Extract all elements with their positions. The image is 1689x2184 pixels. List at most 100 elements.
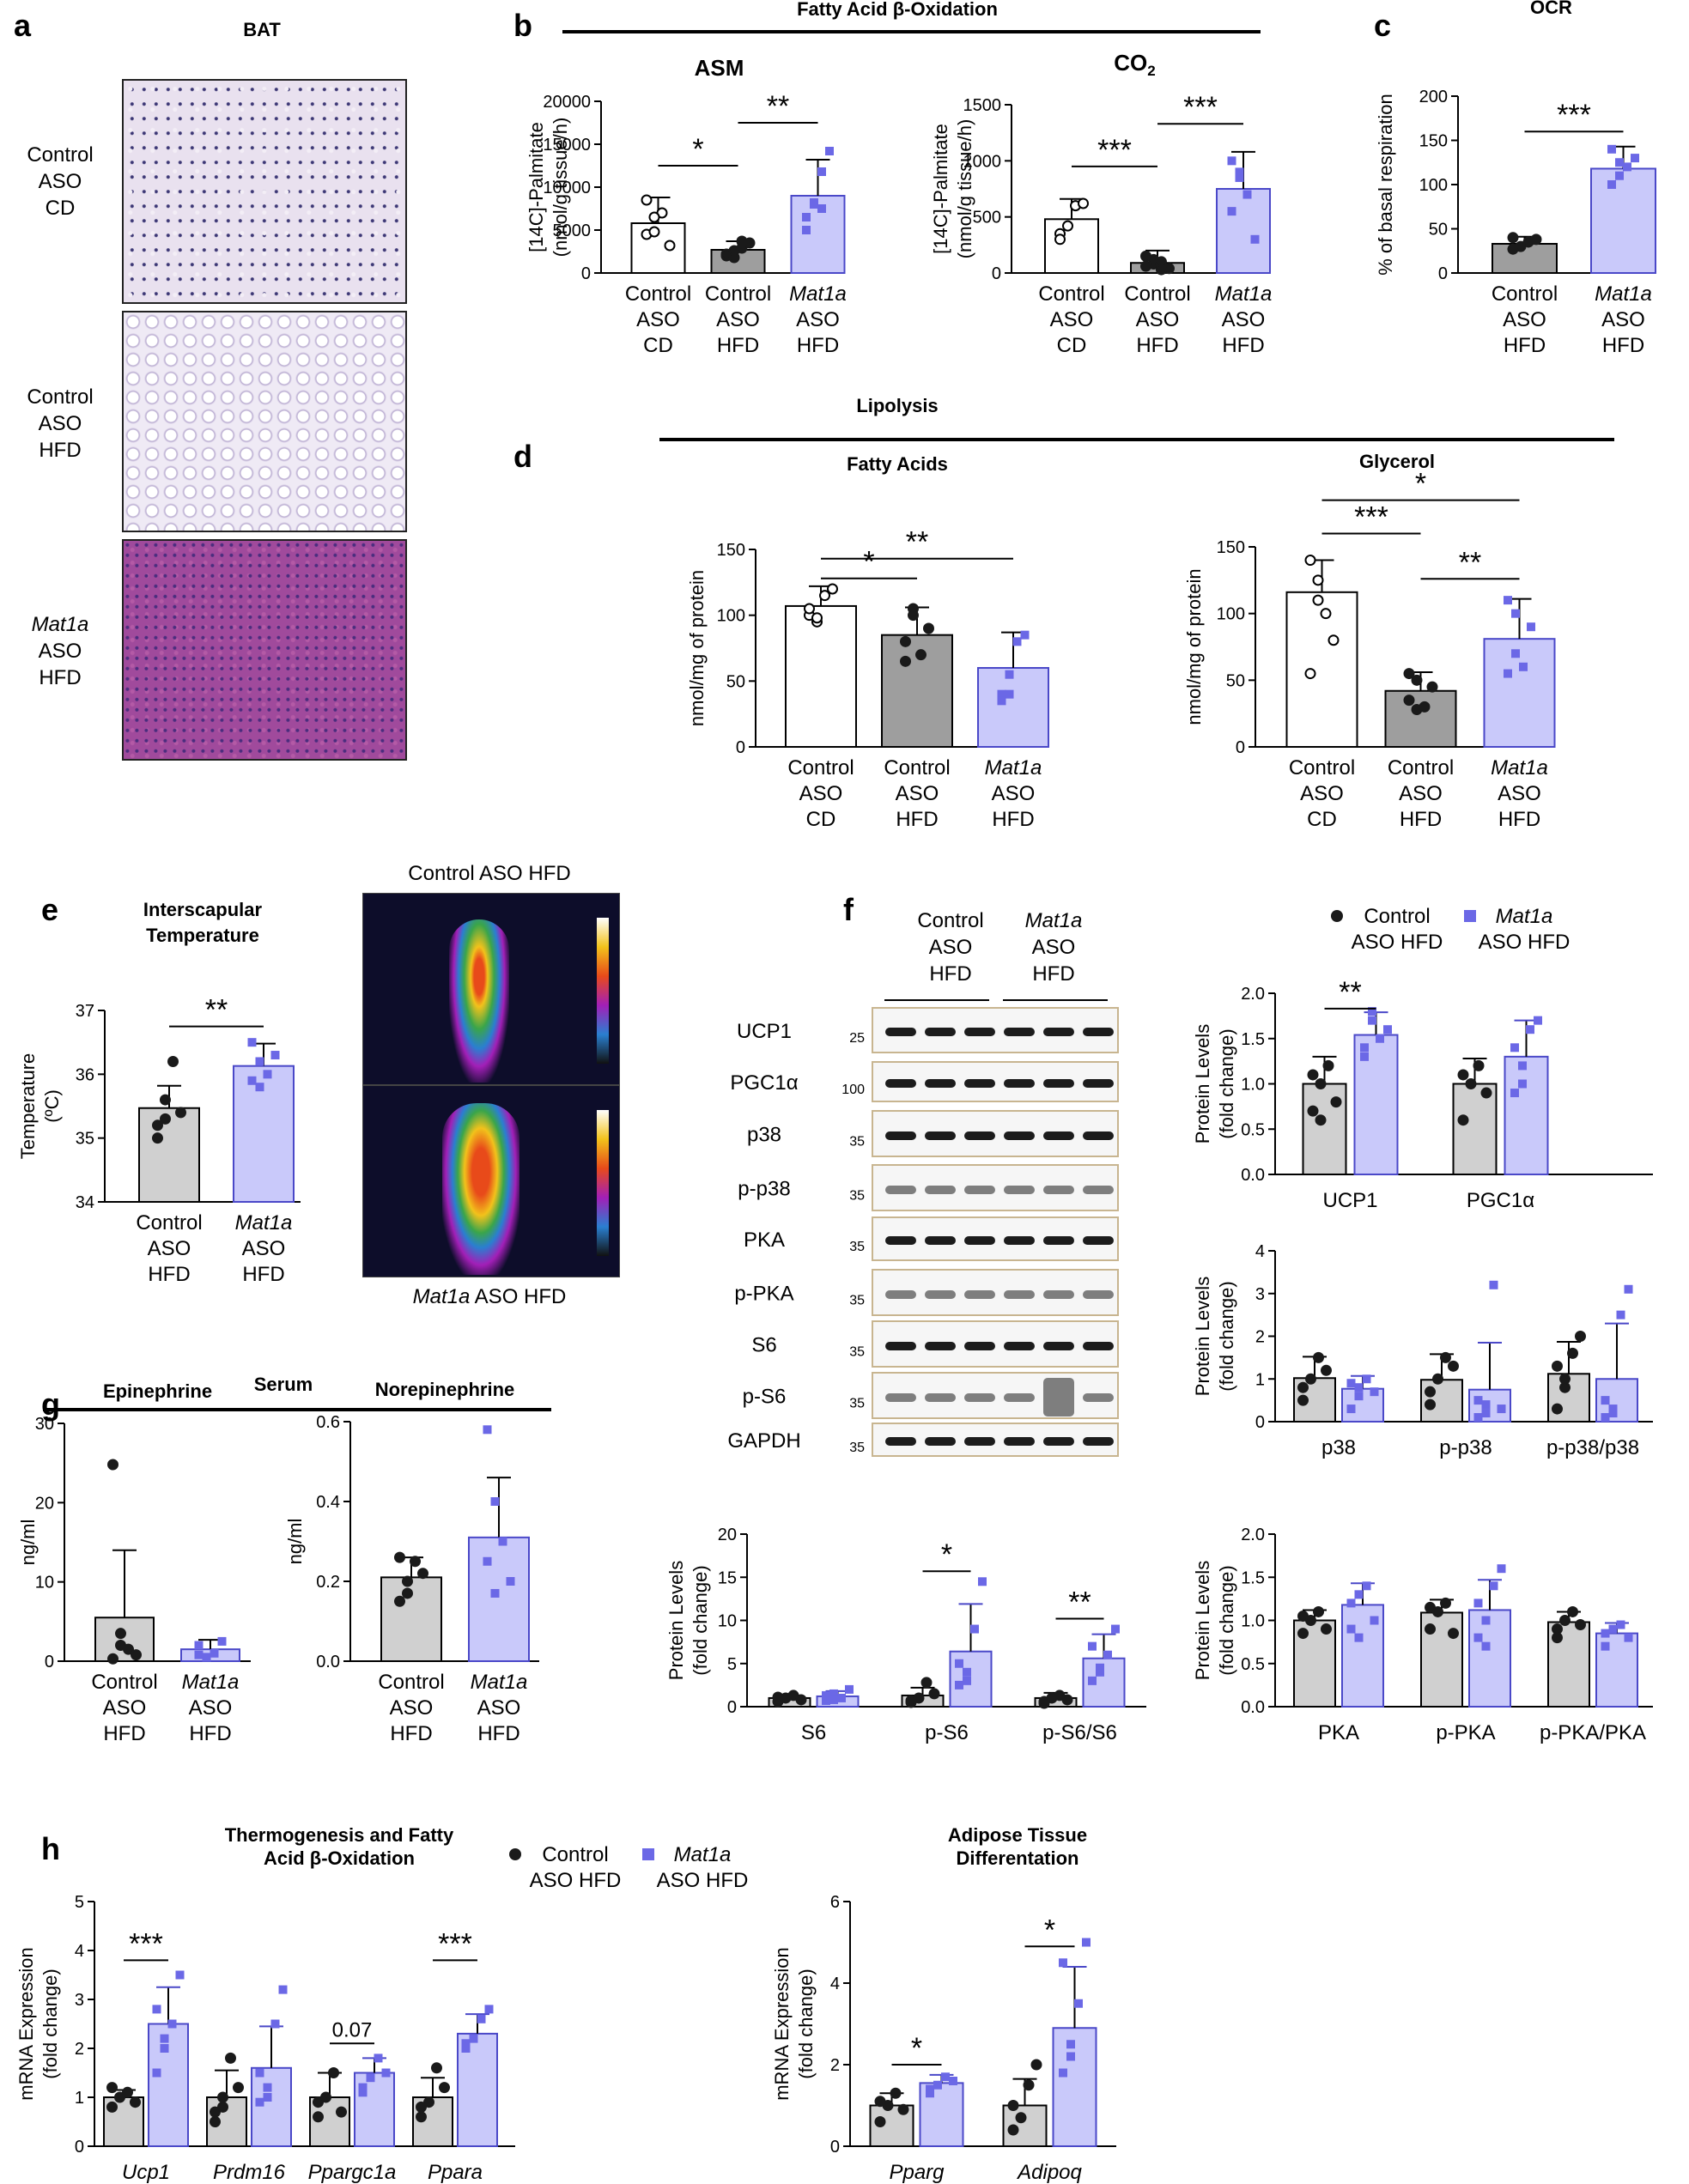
f-pka-y-label: Protein Levels (1192, 1561, 1213, 1680)
panel-f-legend-label: ASO HFD (1352, 931, 1443, 954)
blot-band (1083, 1437, 1114, 1446)
c-ocr-title: OCR (1530, 0, 1572, 18)
f-ucp1-point-control (1330, 1096, 1342, 1108)
f-s6-point-mat1a (822, 1696, 830, 1705)
b-asm-x-tick-label: Mat1a (789, 282, 847, 306)
blot-label: p38 (747, 1124, 781, 1147)
f-s6-point-control (905, 1695, 917, 1707)
f-pka-point-mat1a (1608, 1624, 1618, 1634)
b-asm-point (825, 147, 834, 155)
f-p38-point-control (1425, 1386, 1436, 1398)
g-epi-y-label: ng/ml (17, 1520, 39, 1566)
h-thermo-point-mat1a (358, 2088, 368, 2097)
d-gly-point (1403, 695, 1415, 707)
panel-a-title: BAT (243, 19, 281, 40)
g-epi-y-tick-label: 0 (45, 1653, 54, 1671)
e-temp-x-tick-label: HFD (148, 1263, 190, 1286)
d-gly-point (1504, 596, 1512, 605)
f-ucp1-point-mat1a (1368, 1007, 1376, 1016)
d-gly-y-label: nmol/mg of protein (1183, 568, 1205, 725)
b-asm-point (728, 252, 740, 264)
g-nor-bar (468, 1536, 530, 1662)
f-ucp1-bar-mat1a (1504, 1055, 1549, 1175)
h-thermo-point-control (106, 2101, 118, 2113)
d-gly-point (1504, 669, 1512, 678)
f-p38-point-mat1a (1616, 1310, 1625, 1320)
b-co2-significance-label: *** (1183, 91, 1218, 124)
f-ucp1-point-mat1a (1510, 1043, 1519, 1053)
h-adipo-point-control (1007, 2124, 1019, 2136)
thermal-body-mat1a (442, 1103, 519, 1275)
h-adipo-y-tick-label: 0 (830, 2138, 840, 2157)
g-nor-x-tick-label: Control (378, 1671, 444, 1694)
f-s6-y-tick-label: 5 (727, 1655, 737, 1674)
blot-band (1043, 1079, 1074, 1088)
panel-a-row-label: Control (27, 143, 93, 167)
f-pka-point-control (1448, 1628, 1459, 1640)
f-pka-point-control (1297, 1628, 1309, 1640)
h-thermo-y-tick-label: 2 (75, 2040, 84, 2059)
h-adipo-y-tick-label: 2 (830, 2056, 840, 2075)
h-thermo-y-tick-label: 3 (75, 1991, 84, 2010)
b-asm-y-label: (nmol/g tissue/h) (550, 118, 571, 258)
e-temp-point (247, 1076, 257, 1085)
b-asm-x-tick-label: Control (625, 282, 691, 306)
c-ocr-significance-label: *** (1557, 99, 1591, 131)
f-pka-point-mat1a (1624, 1633, 1633, 1642)
g-epi-point (107, 1459, 118, 1471)
g-nor-x-tick-label: ASO (477, 1696, 521, 1720)
f-pka-y-tick-label: 2.0 (1241, 1526, 1265, 1544)
b-asm-significance-label: ** (767, 90, 789, 123)
f-p38-y-tick-label: 0 (1255, 1413, 1265, 1432)
f-s6-point-mat1a (1088, 1641, 1097, 1651)
g-nor-y-label: ng/ml (284, 1519, 306, 1565)
thermal-image-control (362, 893, 620, 1085)
panel-f-legend-label: Mat1a (1496, 905, 1553, 928)
c-ocr-x-tick-label: ASO (1601, 308, 1645, 331)
panel-letter-b: b (513, 8, 532, 43)
f-s6-point-mat1a (1096, 1667, 1104, 1677)
h-thermo-significance-label: *** (438, 1927, 472, 1960)
f-s6-x-tick-label: p-S6/S6 (1042, 1721, 1117, 1744)
g-nor-point (402, 1587, 413, 1599)
e-temp-y-label: Temperature (17, 1053, 39, 1160)
blot-ucp1 (872, 1007, 1119, 1053)
panel-a-row-label: HFD (39, 439, 81, 462)
c-ocr-point (1615, 158, 1624, 167)
panel-h-legend-label: Mat1a (674, 1843, 732, 1866)
f-p38-point-mat1a (1346, 1379, 1356, 1388)
h-thermo-point-mat1a (152, 2005, 161, 2014)
f-s6-point-mat1a (963, 1676, 971, 1685)
d-fa-bar (977, 667, 1049, 748)
d-gly-x-tick-label: ASO (1300, 782, 1344, 805)
panel-letter-h: h (41, 1831, 60, 1866)
f-p38-point-control (1432, 1373, 1443, 1385)
f-p38-y-label: (fold change) (1216, 1281, 1237, 1391)
blot-p-pka (872, 1269, 1119, 1316)
g-epi-point (107, 1653, 118, 1665)
f-p38-point-mat1a (1370, 1387, 1379, 1397)
h-thermo-point-control (210, 2106, 221, 2118)
blot-label: p-p38 (738, 1178, 790, 1201)
thermal-caption-bottom: Mat1a ASO HFD (413, 1285, 567, 1308)
f-pka-point-mat1a (1481, 1616, 1491, 1625)
g-epi-x-tick-label: HFD (103, 1722, 145, 1745)
f-pka-y-tick-label: 1.0 (1241, 1612, 1265, 1631)
d-gly-x-tick-label: HFD (1498, 808, 1540, 831)
d-gly-significance-label: *** (1354, 500, 1388, 533)
e-temp-title: Temperature (146, 925, 259, 946)
h-adipo-point-control (874, 2116, 886, 2127)
h-thermo-point-control (217, 2091, 228, 2103)
g-epi-point (210, 1648, 219, 1658)
h-adipo-point-control (890, 2087, 902, 2099)
h-thermo-title: Thermogenesis and Fatty (225, 1824, 454, 1846)
h-thermo-x-tick-label: Ppargc1a (308, 2161, 397, 2184)
f-ucp1-y-label: Protein Levels (1192, 1024, 1213, 1144)
g-nor-point (498, 1537, 507, 1546)
blot-p38 (872, 1110, 1119, 1157)
c-ocr-y-tick-label: 150 (1419, 132, 1448, 151)
panel-f-legend-label: Control (1364, 905, 1430, 928)
e-temp-y-label: (ºC) (41, 1089, 63, 1123)
blot-band (925, 1028, 956, 1036)
blot-band (1083, 1131, 1114, 1140)
